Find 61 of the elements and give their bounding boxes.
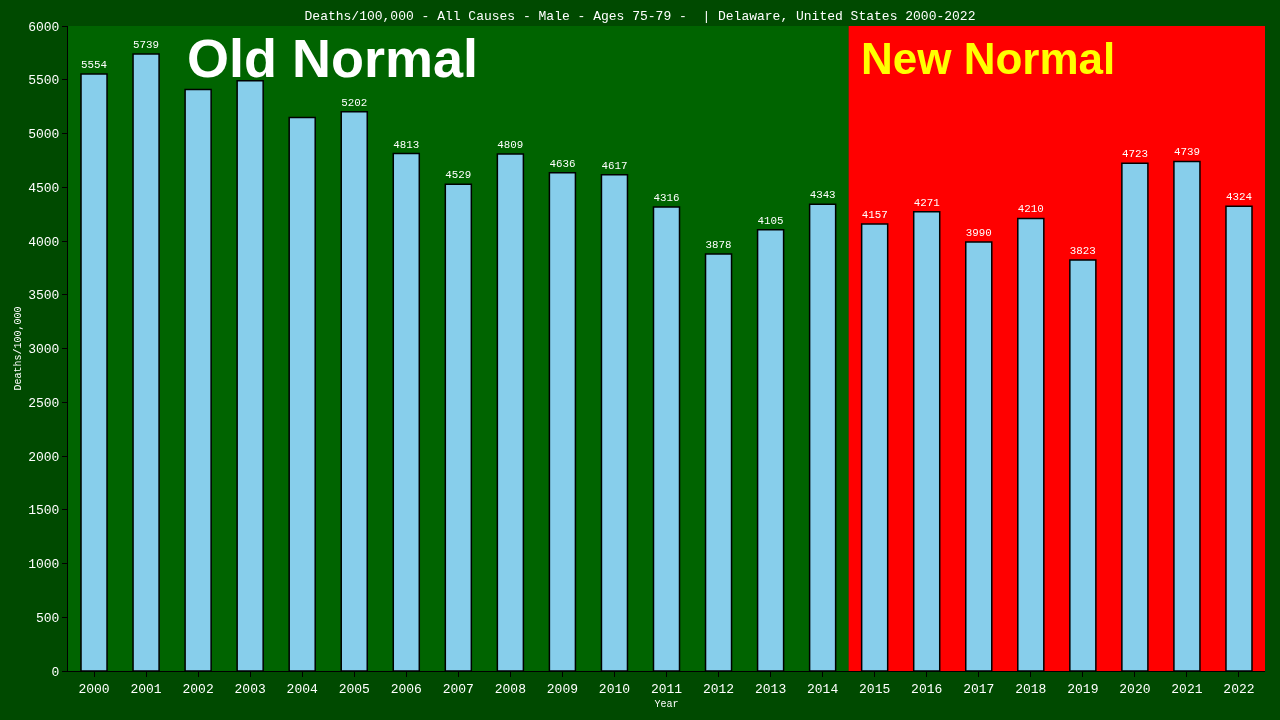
x-tick-label: 2008 [494,681,526,697]
y-tick-label: 1000 [28,557,60,573]
x-tick-label: 2019 [1067,681,1099,697]
data-label: 5739 [133,38,160,51]
y-tick-label: 3000 [28,342,60,358]
band-label: New Normal [861,34,1116,83]
data-label: 5202 [341,96,368,109]
data-label: 4343 [809,189,836,202]
x-tick-label: 2000 [78,681,110,697]
y-tick-label: 5500 [28,73,60,89]
x-tick-label: 2020 [1119,681,1151,697]
data-label: 4157 [861,209,888,222]
x-tick-label: 2022 [1223,681,1255,697]
x-tick-label: 2015 [859,681,891,697]
x-tick-label: 2004 [286,681,318,697]
x-tick-label: 2002 [182,681,214,697]
y-tick-label: 6000 [28,19,60,35]
x-tick-label: 2006 [390,681,422,697]
x-tick-label: 2014 [807,681,839,697]
data-label: 4636 [549,157,576,170]
data-label: 4324 [1225,191,1252,204]
data-label: 4617 [601,159,628,172]
y-tick-label: 0 [51,664,60,680]
data-label: 4529 [445,169,472,182]
data-label: 4271 [913,196,940,209]
x-tick-label: 2021 [1171,681,1203,697]
y-tick-label: 3500 [28,288,60,304]
data-label: 5554 [81,58,108,71]
y-tick-label: 4500 [28,180,60,196]
data-label: 4316 [653,191,680,204]
x-tick-label: 2010 [598,681,631,697]
data-label: 4813 [393,138,420,151]
x-tick-label: 2001 [130,681,162,697]
x-tick-label: 2012 [702,681,735,697]
data-label: 4739 [1173,146,1200,159]
x-tick-label: 2003 [234,681,266,697]
data-label: 4105 [757,214,784,227]
y-tick-label: 5000 [28,127,60,143]
band-label: Old Normal [187,28,479,88]
x-tick-label: 2018 [1015,681,1047,697]
data-label: 4723 [1121,148,1148,161]
data-label: 3990 [965,226,992,239]
data-label: 3878 [705,239,732,252]
x-tick-label: 2013 [754,681,787,697]
x-tick-label: 2009 [546,681,579,697]
x-axis-title: Year [654,699,679,711]
y-tick-label: 1500 [28,503,60,519]
chart-title: Deaths/100,000 - All Causes - Male - Ages 75-79 - | Delaware, United States 2000-2022 [304,8,976,24]
y-axis-title: Deaths/100,000 [13,306,25,391]
y-tick-label: 4000 [28,234,60,250]
x-tick-label: 2011 [650,681,683,697]
y-tick-label: 2500 [28,395,60,411]
data-label: 4809 [497,138,524,151]
x-tick-label: 2017 [963,681,995,697]
x-tick-label: 2016 [911,681,943,697]
data-label: 3823 [1069,244,1096,257]
data-label: 4210 [1017,203,1044,216]
x-tick-label: 2007 [442,681,474,697]
x-tick-label: 2005 [338,681,370,697]
y-tick-label: 2000 [28,449,60,465]
y-tick-label: 500 [35,610,60,626]
